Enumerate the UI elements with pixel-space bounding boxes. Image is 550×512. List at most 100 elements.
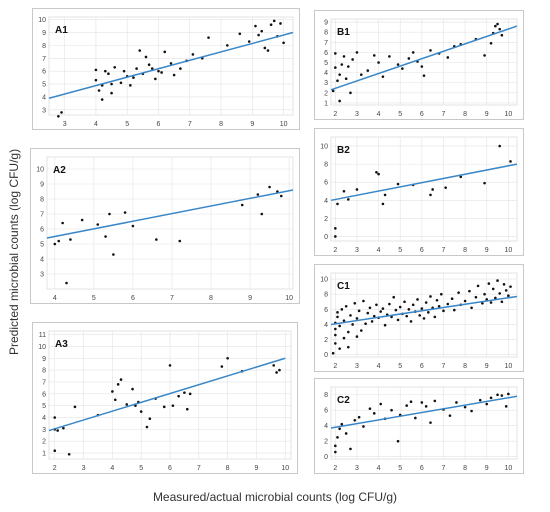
y-tick-label: 9 [42,356,46,363]
data-point [494,296,497,300]
data-point [355,51,359,54]
y-tick-label: 3 [324,80,328,87]
data-point [131,224,135,228]
data-point [334,450,337,454]
x-tick-label: 4 [53,295,57,302]
data-point [135,67,138,70]
data-point [429,295,432,298]
data-point [450,297,454,301]
data-point [502,283,506,286]
panel-b2: 2 3 4 5 6 7 8 9 10 0 2 4 6 8 10 B2 [314,128,524,256]
data-point [73,405,77,409]
data-point [483,292,486,296]
panel-a1: 3 4 5 6 7 8 9 10 3 4 5 6 7 8 9 10 A1 [32,8,300,130]
data-point [396,63,400,66]
data-point [162,405,166,409]
x-tick-label: 7 [442,363,446,370]
data-point [185,407,189,411]
x-tick-label: 2 [333,363,337,370]
y-tick-label: 8 [42,368,46,375]
data-point [334,52,337,55]
data-point [155,238,158,241]
data-point [67,452,71,456]
data-point [355,188,359,191]
data-point [119,378,123,381]
data-point [372,314,376,318]
x-tick-label: 2 [333,111,337,118]
data-point [485,402,489,406]
data-point [257,33,260,37]
panel-c1: 2 3 4 5 6 7 8 9 10 0 2 4 6 8 10 C1 [314,264,524,372]
data-point [359,73,363,76]
x-tick-label: 2 [333,247,337,254]
data-point [119,81,123,85]
data-point [256,193,260,196]
y-tick-label: 2 [324,216,328,223]
data-point [470,306,473,310]
data-point [500,33,504,37]
data-point [407,308,411,311]
panel-label: B1 [337,27,350,38]
data-point [437,304,441,308]
data-point [372,412,376,415]
x-tick-label: 5 [398,247,402,254]
data-point [349,91,352,95]
data-point [97,89,101,92]
x-tick-label: 6 [420,363,424,370]
data-point [129,84,132,87]
y-tick-label: 2 [324,439,328,446]
y-tick-label: 4 [324,198,328,205]
x-tick-label: 4 [377,363,381,370]
y-tick-label: 0 [324,234,328,241]
data-point [53,416,57,419]
y-tick-label: 9 [40,182,44,189]
data-point [496,279,499,282]
plot-area [330,272,518,358]
data-point [364,322,367,326]
x-tick-label: 10 [281,465,289,472]
data-point [269,23,273,27]
y-tick-label: 6 [40,227,44,234]
data-point [334,342,337,345]
data-point [344,432,348,435]
data-point [147,63,151,67]
x-tick-label: 5 [398,111,402,118]
data-point [498,292,501,295]
data-point [507,392,510,396]
x-tick-label: 5 [398,363,402,370]
data-point [125,403,129,406]
data-point [370,320,374,323]
y-tick-label: 5 [42,82,46,89]
data-point [496,393,499,397]
data-point [279,194,283,198]
data-point [226,356,229,360]
y-tick-label: 6 [324,180,328,187]
x-tick-label: 4 [377,111,381,118]
data-point [424,301,428,304]
data-point [381,75,385,78]
scatter-plot-a2: 4 5 6 7 8 9 10 3 4 5 6 7 8 9 10 A2 [36,156,294,302]
data-point [368,306,372,310]
y-tick-label: 3 [42,107,46,114]
data-point [403,300,406,304]
y-tick-label: 6 [324,50,328,57]
data-point [334,227,337,230]
data-point [383,323,387,327]
data-point [275,371,278,374]
data-point [110,91,113,95]
x-tick-label: 8 [463,363,467,370]
x-tick-label: 4 [377,465,381,472]
panel-label: A1 [55,25,68,36]
data-point [435,298,439,302]
data-point [107,72,110,76]
y-tick-label: 8 [40,197,44,204]
y-axis-label: Predicted microbial counts (log CFU/g) [7,148,21,355]
panel-label: A2 [53,165,66,176]
data-point [474,295,478,299]
data-point [433,315,437,319]
x-tick-label: 5 [398,465,402,472]
data-point [168,364,172,367]
data-point [282,41,285,45]
data-point [396,182,400,186]
